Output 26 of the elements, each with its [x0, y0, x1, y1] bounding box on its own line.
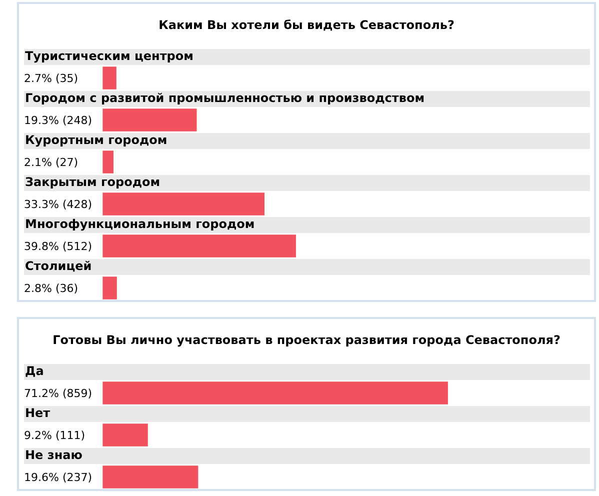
chart-title: Каким Вы хотели бы видеть Севастополь? [158, 17, 456, 33]
bar [102, 150, 114, 174]
y-tick-label: Да [25, 364, 44, 378]
data-label: 19.6% (237) [24, 470, 92, 484]
bar [102, 66, 116, 90]
data-label: 33.3% (428) [24, 198, 92, 211]
bar [102, 234, 296, 258]
y-tick-label: Не знаю [25, 448, 83, 462]
y-tick-label: Туристическим центром [25, 49, 194, 64]
y-tick-label: Городом с развитой промышленностью и производством [25, 91, 425, 106]
data-label: 2.7% (35) [24, 72, 78, 85]
data-label: 19.3% (248) [24, 114, 92, 127]
y-tick-label: Курортным городом [25, 133, 168, 148]
bar [102, 108, 197, 132]
data-label: 9.2% (111) [24, 428, 86, 442]
data-label: 2.1% (27) [24, 156, 78, 169]
data-label: 71.2% (859) [24, 386, 92, 400]
data-label: 39.8% (512) [24, 240, 92, 253]
data-label: 2.8% (36) [24, 282, 78, 295]
y-tick-label: Нет [25, 406, 50, 420]
y-tick-label: Закрытым городом [25, 175, 160, 190]
y-tick-label: Столицей [25, 259, 92, 274]
y-tick-label: Многофункциональным городом [25, 217, 255, 232]
bar [102, 192, 264, 216]
chart-title: Готовы Вы лично участвовать в проектах развития города Севастополя? [52, 332, 562, 348]
bar [102, 276, 117, 300]
